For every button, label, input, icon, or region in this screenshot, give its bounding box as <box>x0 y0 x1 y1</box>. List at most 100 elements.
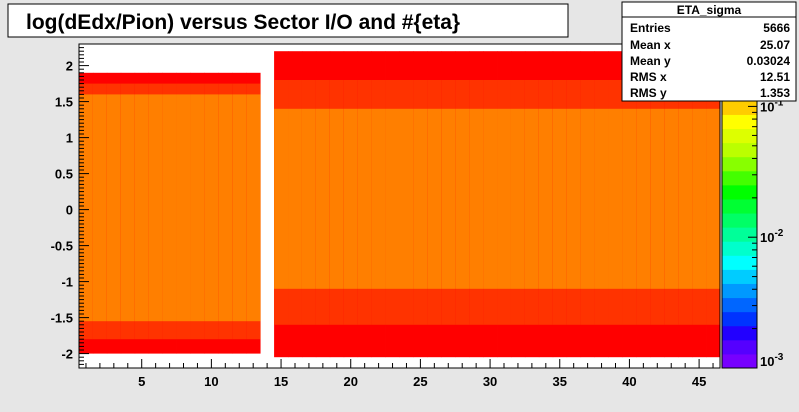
x-tick-label: 20 <box>343 374 357 389</box>
plot-area: 5 10 15 20 25 30 35 40 45 -2 -1.5 -1 -0.5 0 0.5 1 1.5 2 <box>51 43 721 389</box>
palette-swatch <box>722 100 757 115</box>
stats-label-mean-y: Mean y <box>630 54 671 68</box>
heatmap-cell-high <box>288 108 303 289</box>
heatmap-cell-high <box>552 108 568 289</box>
palette-swatch <box>722 227 757 242</box>
heatmap-cell-high <box>692 108 707 289</box>
heatmap-cell-high <box>176 94 191 322</box>
heatmap-cells <box>79 51 721 358</box>
palette-swatch <box>722 339 757 355</box>
x-tick-label: 45 <box>692 374 706 389</box>
x-tick-label: 10 <box>204 374 218 389</box>
x-tick-label: 40 <box>622 374 636 389</box>
y-tick-label: 1.5 <box>55 95 73 110</box>
stats-label-entries: Entries <box>630 21 671 35</box>
stats-value-rms-y: 1.353 <box>760 86 790 100</box>
y-tick-label: -1.5 <box>51 311 73 326</box>
heatmap-cell-high <box>399 108 414 289</box>
heatmap-cell-high <box>190 94 205 322</box>
stats-label-mean-x: Mean x <box>630 38 671 52</box>
heatmap-cell-high <box>622 108 637 289</box>
heatmap-cell-high <box>343 108 359 289</box>
heatmap-cell-high <box>413 108 428 289</box>
palette-swatch <box>722 269 757 284</box>
y-tick-label: -0.5 <box>51 239 73 254</box>
x-tick-label: 5 <box>138 374 145 389</box>
y-tick-label: 0 <box>66 203 73 218</box>
y-tick-label: 0.5 <box>55 167 73 182</box>
stats-value-entries: 5666 <box>763 21 790 35</box>
heatmap-cell-high <box>218 94 233 322</box>
heatmap-cell-high <box>650 108 665 289</box>
y-tick-label: -2 <box>61 347 73 362</box>
x-tick-label: 30 <box>483 374 497 389</box>
heatmap-cell-high <box>120 94 136 322</box>
y-tick-label: -1 <box>61 275 73 290</box>
palette-swatch <box>722 241 757 256</box>
heatmap-cell-high <box>315 108 331 289</box>
stats-frame <box>621 1 797 102</box>
heatmap-cell-high <box>678 108 693 289</box>
chart-title: log(dEdx/Pion) versus Sector I/O and #{e… <box>26 11 460 34</box>
palette-swatch <box>722 184 757 200</box>
title-box: log(dEdx/Pion) versus Sector I/O and #{e… <box>7 3 569 38</box>
x-tick-label: 25 <box>413 374 427 389</box>
heatmap-cell-high <box>162 94 177 322</box>
palette-swatch <box>722 311 757 327</box>
y-axis: -2 -1.5 -1 -0.5 0 0.5 1 1.5 2 <box>51 43 89 369</box>
heatmap-cell-high <box>92 94 108 322</box>
y-tick-label: 2 <box>66 59 73 74</box>
heatmap-cell-high <box>427 108 442 289</box>
heatmap-cell-high <box>524 108 540 289</box>
palette-swatch <box>722 114 757 130</box>
heatmap-cell-high <box>497 108 512 289</box>
palette-swatch <box>722 213 757 228</box>
heatmap-cell-high <box>483 108 498 289</box>
heatmap-cell-high <box>566 108 582 289</box>
heatmap-cell-high <box>469 108 484 289</box>
x-tick-label: 35 <box>553 374 567 389</box>
heatmap-cell-high <box>204 94 219 322</box>
heatmap-cell-high <box>510 108 526 289</box>
stats-box: ETA_sigma Entries 5666 Mean x 25.07 Mean… <box>621 1 797 102</box>
heatmap-cell-high <box>134 94 150 322</box>
heatmap-cell-high <box>232 94 247 322</box>
heatmap-cell-high <box>594 108 609 289</box>
heatmap-cell-high <box>455 108 470 289</box>
heatmap-cell-high <box>385 108 400 289</box>
heatmap-cell-high <box>664 108 679 289</box>
palette-swatch <box>722 170 757 186</box>
stats-value-mean-y: 0.03024 <box>747 54 791 68</box>
palette-swatch <box>722 128 757 144</box>
palette-swatch <box>722 156 757 172</box>
stats-value-rms-x: 12.51 <box>760 70 790 84</box>
heatmap-cell-high <box>706 108 721 289</box>
heatmap-cell-high <box>246 94 261 322</box>
z-tick-label: 10-2 <box>760 228 784 245</box>
z-tick-label: 10-1 <box>760 97 784 114</box>
stats-title: ETA_sigma <box>677 3 742 17</box>
palette-swatch <box>722 283 757 299</box>
stats-label-rms-y: RMS y <box>630 86 667 100</box>
heatmap-cell-high <box>538 108 554 289</box>
z-axis: 10-1 10-2 10-3 <box>748 66 784 369</box>
heatmap-cell-high <box>357 108 373 289</box>
heatmap-cell-high <box>301 108 317 289</box>
stats-label-rms-x: RMS x <box>630 70 667 84</box>
heatmap-cell-high <box>371 108 386 289</box>
heatmap-cell-high <box>636 108 651 289</box>
stats-value-mean-x: 25.07 <box>760 38 790 52</box>
z-tick-label: 10-3 <box>760 352 784 369</box>
palette-swatch <box>722 353 757 369</box>
x-tick-label: 15 <box>274 374 288 389</box>
palette-swatch <box>722 255 757 270</box>
y-tick-label: 1 <box>66 131 73 146</box>
heatmap-cell-high <box>106 94 122 322</box>
x-axis: 5 10 15 20 25 30 35 40 45 <box>85 359 714 389</box>
heatmap-cell-high <box>329 108 345 289</box>
heatmap-cell-high <box>274 108 289 289</box>
heatmap-cell-high <box>441 108 456 289</box>
palette-swatch <box>722 198 757 214</box>
title-frame <box>7 3 569 38</box>
